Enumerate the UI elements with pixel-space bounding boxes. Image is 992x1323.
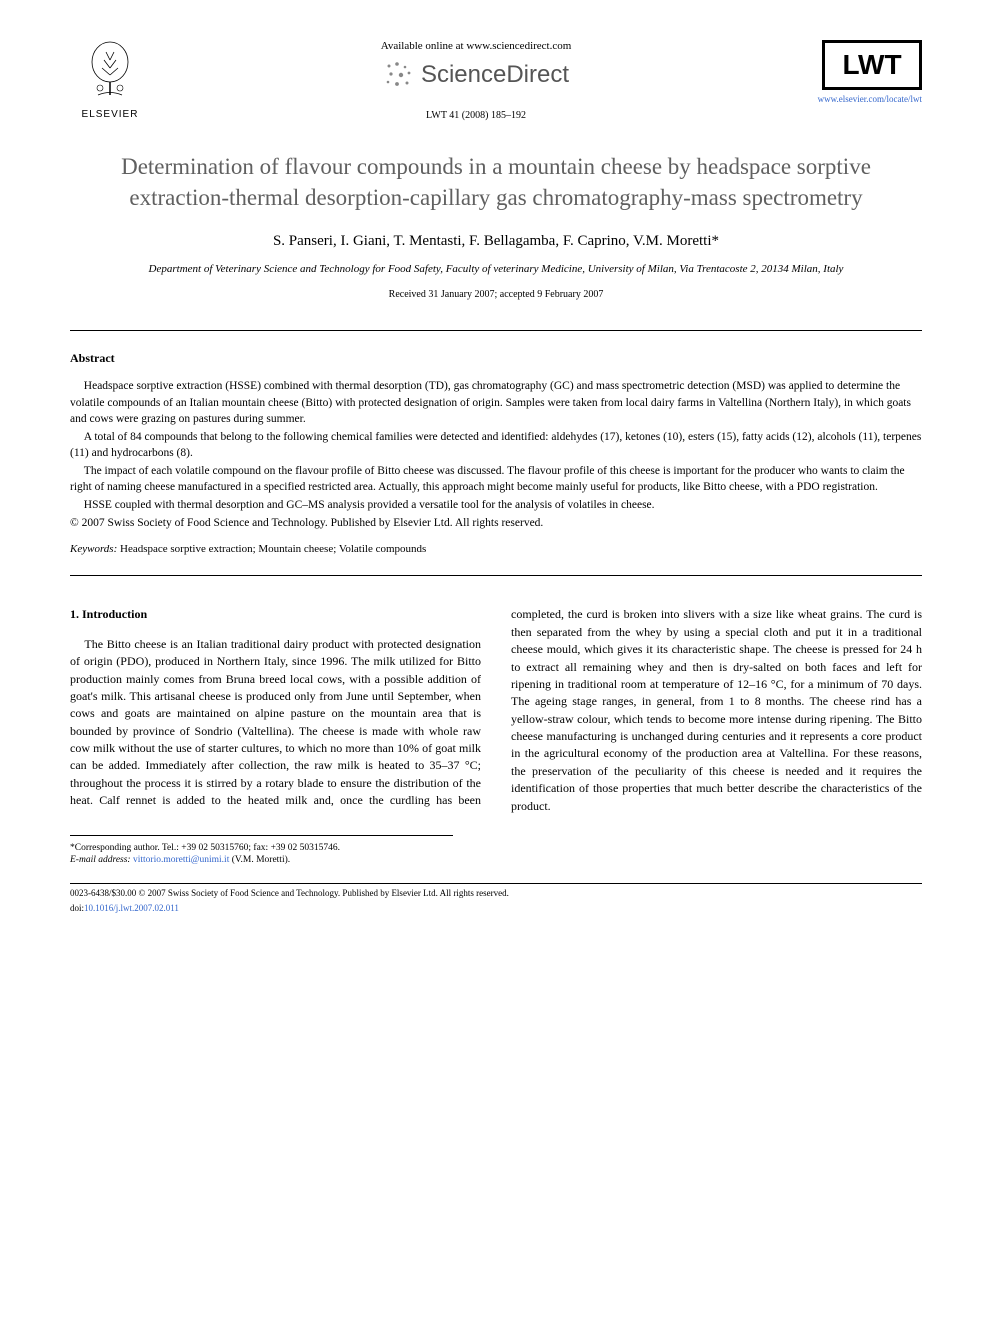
abstract-p3: The impact of each volatile compound on … bbox=[70, 463, 922, 495]
affiliation: Department of Veterinary Science and Tec… bbox=[70, 262, 922, 277]
footer-doi-line: doi:10.1016/j.lwt.2007.02.011 bbox=[70, 903, 922, 915]
sciencedirect-text: ScienceDirect bbox=[421, 61, 569, 89]
abstract-heading: Abstract bbox=[70, 351, 922, 366]
journal-reference: LWT 41 (2008) 185–192 bbox=[170, 110, 782, 121]
abstract-p1: Headspace sorptive extraction (HSSE) com… bbox=[70, 378, 922, 426]
abstract-body: Headspace sorptive extraction (HSSE) com… bbox=[70, 378, 922, 513]
corresponding-tel-fax: *Corresponding author. Tel.: +39 02 5031… bbox=[70, 842, 453, 854]
keywords-line: Keywords: Headspace sorptive extraction;… bbox=[70, 543, 922, 555]
center-header: Available online at www.sciencedirect.co… bbox=[150, 40, 802, 121]
intro-paragraph: The Bitto cheese is an Italian tradition… bbox=[70, 606, 922, 815]
keywords-label: Keywords: bbox=[70, 543, 117, 555]
elsevier-tree-icon bbox=[80, 40, 140, 100]
elsevier-label: ELSEVIER bbox=[70, 109, 150, 120]
lwt-link[interactable]: www.elsevier.com/locate/lwt bbox=[802, 94, 922, 104]
sciencedirect-logo: ScienceDirect bbox=[170, 60, 782, 90]
lwt-box: LWT bbox=[822, 40, 922, 90]
divider-bottom bbox=[70, 575, 922, 576]
header-row: ELSEVIER Available online at www.science… bbox=[70, 40, 922, 121]
corresponding-email-line: E-mail address: vittorio.moretti@unimi.i… bbox=[70, 854, 453, 866]
footer-divider bbox=[70, 883, 922, 884]
article-title: Determination of flavour compounds in a … bbox=[70, 151, 922, 213]
section-heading-intro: 1. Introduction bbox=[70, 606, 481, 623]
lwt-logo-block: LWT www.elsevier.com/locate/lwt bbox=[802, 40, 922, 104]
authors-line: S. Panseri, I. Giani, T. Mentasti, F. Be… bbox=[70, 233, 922, 250]
doi-link[interactable]: 10.1016/j.lwt.2007.02.011 bbox=[84, 903, 179, 913]
divider-top bbox=[70, 330, 922, 331]
sciencedirect-icon bbox=[383, 60, 413, 90]
abstract-p2: A total of 84 compounds that belong to t… bbox=[70, 429, 922, 461]
footer-copyright: 0023-6438/$30.00 © 2007 Swiss Society of… bbox=[70, 888, 922, 900]
available-online-text: Available online at www.sciencedirect.co… bbox=[170, 40, 782, 52]
abstract-p4: HSSE coupled with thermal desorption and… bbox=[70, 497, 922, 513]
corresponding-author-footnote: *Corresponding author. Tel.: +39 02 5031… bbox=[70, 835, 453, 867]
doi-label: doi: bbox=[70, 903, 84, 913]
elsevier-logo: ELSEVIER bbox=[70, 40, 150, 120]
email-name: (V.M. Moretti). bbox=[232, 855, 290, 865]
received-accepted-dates: Received 31 January 2007; accepted 9 Feb… bbox=[70, 289, 922, 300]
email-link[interactable]: vittorio.moretti@unimi.it bbox=[133, 855, 229, 865]
abstract-copyright: © 2007 Swiss Society of Food Science and… bbox=[70, 515, 922, 531]
keywords-text: Headspace sorptive extraction; Mountain … bbox=[117, 543, 426, 555]
body-columns: 1. Introduction The Bitto cheese is an I… bbox=[70, 606, 922, 815]
email-label: E-mail address: bbox=[70, 855, 131, 865]
